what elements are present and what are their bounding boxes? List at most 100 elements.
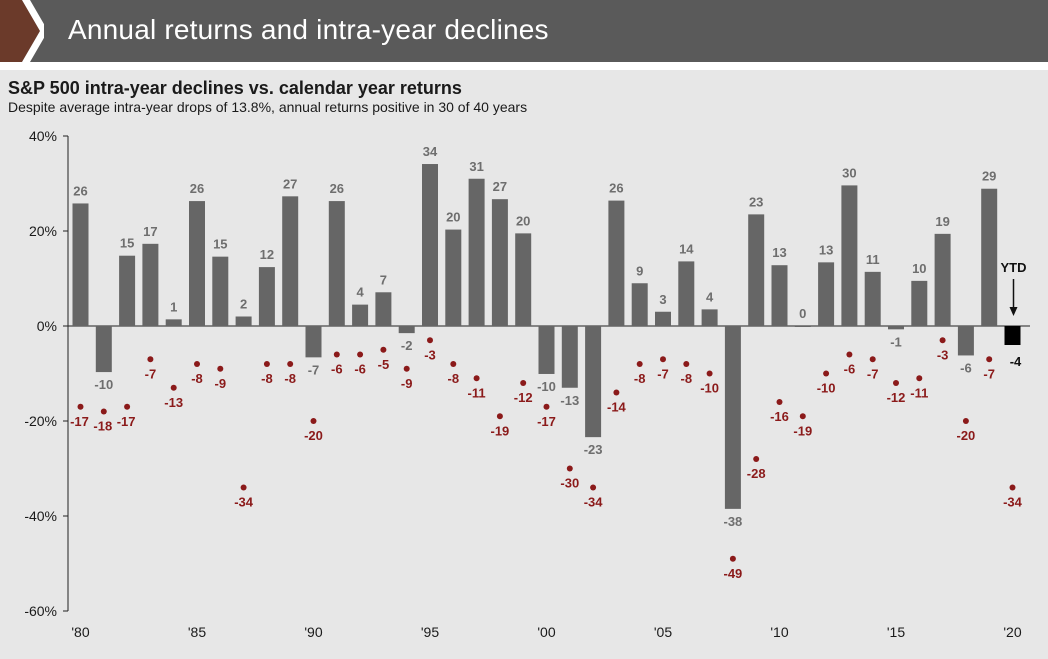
annual-return-label: -6	[960, 360, 972, 375]
intra-year-decline-dot	[263, 361, 270, 367]
ytd-arrow-head-icon	[1009, 307, 1018, 316]
intra-year-decline-label: -9	[401, 376, 413, 391]
y-tick-label: -40%	[24, 508, 57, 524]
header-chevron-icon	[0, 0, 44, 62]
chart-title: S&P 500 intra-year declines vs. calendar…	[8, 78, 462, 98]
y-tick-label: -20%	[24, 413, 57, 429]
y-tick-label: 20%	[29, 223, 57, 239]
intra-year-decline-label: -6	[354, 362, 366, 377]
intra-year-decline-dot	[753, 456, 760, 462]
annual-return-label: 26	[609, 181, 623, 196]
annual-return-bar	[771, 265, 788, 326]
annual-return-bar	[398, 326, 415, 334]
annual-return-label: 29	[982, 169, 996, 184]
annual-return-label: 17	[143, 224, 157, 239]
annual-return-label: 31	[469, 159, 483, 174]
annual-return-label: 34	[423, 144, 438, 159]
intra-year-decline-dot	[496, 413, 503, 420]
intra-year-decline-label: -3	[937, 347, 949, 362]
annual-return-label: 11	[866, 252, 880, 267]
annual-return-label: 14	[679, 241, 694, 256]
intra-year-decline-label: -8	[284, 371, 296, 386]
annual-return-bar	[841, 185, 858, 326]
x-tick-label: '85	[188, 624, 206, 640]
intra-year-decline-label: -20	[957, 428, 976, 443]
intra-year-decline-dot	[240, 484, 247, 491]
intra-year-decline-dot	[543, 403, 550, 410]
annual-return-bar	[422, 164, 438, 326]
intra-year-decline-label: -12	[514, 390, 533, 405]
intra-year-decline-dot	[450, 361, 457, 367]
header-bar: Annual returns and intra-year declines	[0, 0, 1048, 62]
annual-return-bar	[235, 316, 252, 326]
intra-year-decline-dot	[799, 413, 806, 420]
intra-year-decline-dot	[823, 370, 830, 377]
annual-return-label: 26	[73, 183, 87, 198]
intra-year-decline-dot	[962, 418, 969, 424]
chart-subtitle: Despite average intra-year drops of 13.8…	[8, 99, 528, 115]
intra-year-decline-dot	[194, 361, 200, 367]
annual-return-bar	[864, 271, 881, 326]
intra-year-decline-label: -5	[378, 357, 390, 372]
annual-return-label: -38	[724, 514, 743, 529]
annual-return-bar	[375, 292, 392, 326]
intra-year-decline-label: -34	[584, 495, 604, 510]
annual-return-bar	[888, 326, 904, 330]
y-tick-label: 0%	[37, 318, 57, 334]
intra-year-decline-dot	[1009, 484, 1016, 491]
annual-return-label: 2	[240, 297, 247, 312]
x-tick-label: '15	[887, 624, 905, 640]
intra-year-decline-label: -20	[304, 428, 323, 443]
annual-return-bar	[631, 283, 648, 326]
intra-year-decline-dot	[636, 361, 643, 367]
intra-year-decline-label: -10	[700, 381, 719, 396]
annual-return-bar	[352, 304, 369, 326]
intra-year-decline-label: -7	[867, 366, 879, 381]
intra-year-decline-label: -6	[331, 362, 343, 377]
annual-return-bar	[608, 200, 625, 326]
annual-return-bar	[95, 326, 112, 373]
x-tick-label: '05	[654, 624, 672, 640]
intra-year-decline-dot	[287, 361, 294, 367]
intra-year-decline-label: -11	[468, 385, 486, 400]
annual-return-bar	[655, 311, 671, 326]
annual-return-label: -1	[890, 334, 902, 349]
annual-return-bar	[561, 326, 578, 388]
intra-year-decline-label: -3	[424, 347, 436, 362]
annual-return-bar	[142, 243, 159, 326]
annual-return-label: 12	[260, 247, 274, 262]
annual-return-bar	[165, 319, 182, 326]
x-tick-label: '95	[421, 624, 439, 640]
annual-return-label: -2	[401, 338, 413, 353]
annual-return-label: 3	[659, 292, 666, 307]
intra-year-decline-dot	[124, 403, 131, 410]
intra-year-decline-dot	[427, 337, 433, 344]
intra-year-decline-dot	[613, 389, 620, 396]
annual-return-label: 10	[912, 261, 926, 276]
x-tick-label: '10	[770, 624, 788, 640]
annual-return-label: -13	[560, 393, 579, 408]
annual-return-label: 4	[706, 289, 714, 304]
annual-return-bar	[282, 196, 299, 326]
intra-year-decline-label: -11	[910, 385, 928, 400]
annual-return-bar	[515, 233, 532, 326]
annual-return-bar	[818, 262, 835, 326]
intra-year-decline-label: -12	[887, 390, 906, 405]
annual-return-bar	[305, 326, 322, 358]
x-tick-label: '20	[1003, 624, 1021, 640]
intra-year-decline-label: -17	[117, 414, 136, 429]
intra-year-decline-label: -30	[560, 476, 579, 491]
annual-return-bar	[748, 214, 765, 326]
x-tick-label: '90	[304, 624, 322, 640]
annual-return-label: 30	[842, 165, 856, 180]
x-tick-label: '80	[71, 624, 89, 640]
y-tick-label: -60%	[24, 603, 57, 619]
intra-year-decline-label: -8	[448, 371, 460, 386]
intra-year-decline-dot	[939, 337, 946, 344]
annual-return-label: 4	[356, 285, 364, 300]
intra-year-decline-dot	[660, 356, 666, 363]
intra-year-decline-label: -18	[93, 419, 112, 434]
page-title: Annual returns and intra-year declines	[68, 14, 549, 45]
intra-year-decline-label: -17	[70, 414, 89, 429]
intra-year-decline-dot	[729, 555, 736, 562]
